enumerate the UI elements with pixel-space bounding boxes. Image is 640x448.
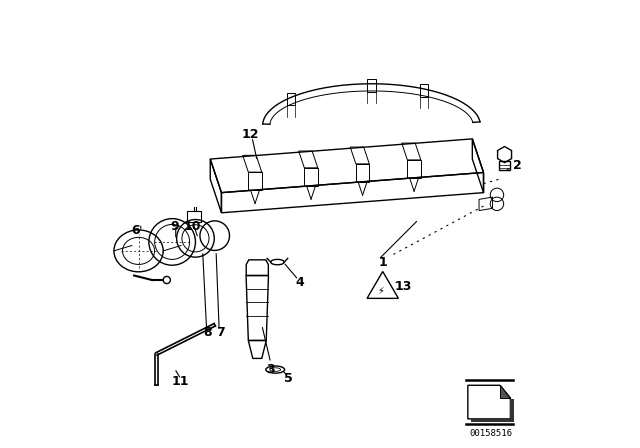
- Text: 4: 4: [296, 276, 304, 289]
- Text: 1: 1: [378, 255, 387, 269]
- Text: 9: 9: [170, 220, 179, 233]
- Text: 8: 8: [203, 326, 211, 339]
- Polygon shape: [468, 385, 511, 419]
- Text: 10: 10: [184, 220, 201, 233]
- Text: 2: 2: [513, 159, 522, 172]
- Text: 3: 3: [266, 363, 275, 376]
- Text: 5: 5: [284, 372, 293, 385]
- Polygon shape: [500, 385, 511, 398]
- Text: ⚡: ⚡: [377, 286, 384, 296]
- Text: 7: 7: [216, 326, 225, 339]
- Text: 11: 11: [172, 375, 189, 388]
- Text: 6: 6: [131, 224, 140, 237]
- Text: 00158516: 00158516: [470, 429, 513, 438]
- Text: 13: 13: [394, 280, 412, 293]
- Polygon shape: [472, 399, 514, 422]
- Text: 12: 12: [242, 128, 259, 141]
